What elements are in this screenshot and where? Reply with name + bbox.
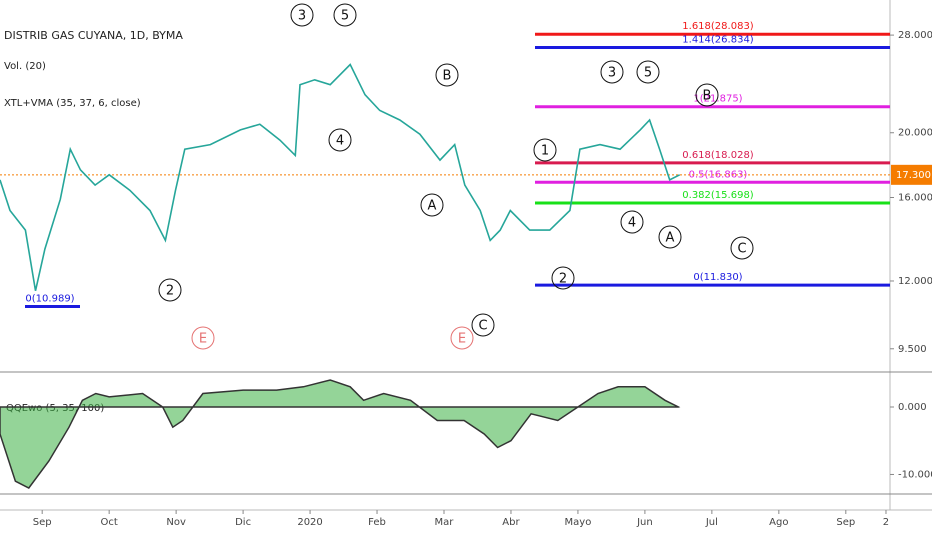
x-tick-label: Nov [166, 517, 186, 528]
wave-marker [600, 60, 624, 84]
fib-label: 0(10.989) [25, 294, 74, 305]
wave-label: 5 [644, 66, 652, 81]
y-tick-label: 0.000 [898, 402, 927, 413]
fib-label: 0.618(18.028) [682, 150, 754, 161]
fib-label: 1.414(26.834) [682, 34, 754, 45]
x-tick-label: 2020 [297, 517, 322, 528]
wave-marker [450, 326, 474, 350]
y-tick-label: -10.000 [898, 469, 932, 480]
y-tick-label: 16.000 [898, 192, 932, 203]
fib-label: 1(21.875) [693, 94, 742, 105]
wave-label: 2 [166, 284, 174, 299]
x-tick-label: Oct [101, 517, 118, 528]
wave-marker [191, 326, 215, 350]
x-tick-label: Sep [836, 517, 855, 528]
wave-label: E [458, 332, 466, 347]
x-tick-label: Feb [368, 517, 386, 528]
x-tick-label: Ago [769, 517, 788, 528]
x-tick-label: Abr [502, 517, 520, 528]
wave-label: C [737, 242, 746, 257]
wave-label: A [666, 231, 675, 246]
wave-marker [290, 3, 314, 27]
y-tick-label: 9.500 [898, 344, 927, 355]
wave-label: B [703, 89, 712, 104]
x-tick-label: Mar [435, 517, 455, 528]
wave-label: A [428, 199, 437, 214]
y-tick-label: 12.000 [898, 276, 932, 287]
x-tick-label: Jun [636, 517, 653, 528]
wave-label: 1 [541, 144, 549, 159]
wave-marker [328, 128, 352, 152]
wave-marker [471, 313, 495, 337]
wave-marker [636, 60, 660, 84]
wave-marker [420, 193, 444, 217]
last-price-tag [891, 164, 932, 185]
wave-label: E [199, 332, 207, 347]
last-price-label: 17.300 [896, 170, 931, 181]
fib-label: 0(11.830) [693, 272, 742, 283]
symbol-title: DISTRIB GAS CUYANA, 1D, BYMA [4, 29, 183, 42]
y-tick-label: 28.000 [898, 30, 932, 41]
wave-marker [435, 63, 459, 87]
wave-label: 3 [298, 9, 306, 24]
wave-label: 2 [559, 272, 567, 287]
wave-marker [333, 3, 357, 27]
wave-marker [158, 278, 182, 302]
y-tick-label: 20.000 [898, 128, 932, 139]
x-tick-label: Mayo [565, 517, 592, 528]
x-tick-label: Dic [235, 517, 251, 528]
wave-label: 3 [608, 66, 616, 81]
fib-label: 0.382(15.698) [682, 190, 754, 201]
wave-marker [551, 266, 575, 290]
wave-marker [730, 236, 754, 260]
wave-marker [533, 138, 557, 162]
volume-label: Vol. (20) [4, 61, 46, 72]
fib-label: 0.5(16.863) [689, 169, 748, 180]
price-line [0, 63, 681, 291]
indicator-label: XTL+VMA (35, 37, 6, close) [4, 98, 141, 109]
x-tick-label: 2 [883, 517, 889, 528]
x-tick-label: Sep [33, 517, 52, 528]
x-tick-label: Jul [705, 517, 718, 528]
wave-label: 4 [336, 134, 344, 149]
wave-label: 4 [628, 216, 636, 231]
wave-marker [695, 83, 719, 107]
wave-label: C [478, 319, 487, 334]
wave-label: 5 [341, 9, 349, 24]
wave-marker [620, 210, 644, 234]
wave-label: B [443, 69, 452, 84]
wave-marker [658, 225, 682, 249]
oscillator-area [0, 379, 681, 489]
fib-label: 1.618(28.083) [682, 21, 754, 32]
